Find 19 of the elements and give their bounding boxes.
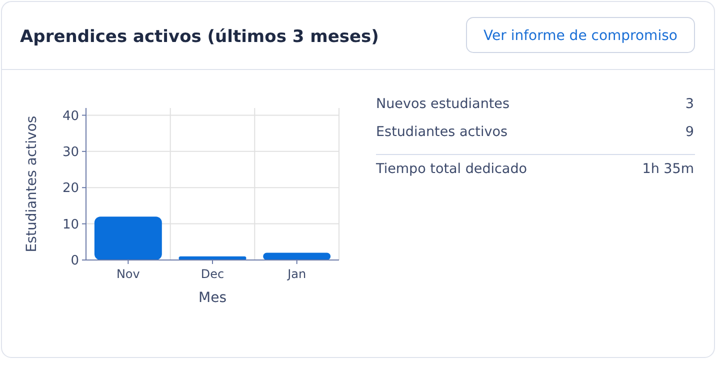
text: 3: [685, 96, 694, 112]
y-tick-label: 0: [70, 254, 79, 269]
y-tick-label: 40: [62, 108, 79, 124]
chart-title: Aprendices activos (últimos 3 meses): [20, 27, 379, 47]
y-tick-label: 10: [62, 217, 79, 232]
x-tick-label: Dec: [200, 267, 224, 281]
x-tick-label: Nov: [116, 267, 140, 281]
x-tick-label: Jan: [286, 267, 306, 281]
y-tick-label: 20: [62, 181, 79, 196]
bar: [94, 216, 162, 260]
text: Nuevos estudiantes: [376, 96, 510, 112]
text: 9: [685, 124, 694, 140]
y-axis-title: Estudiantes activos: [24, 116, 40, 252]
text: Ver informe de compromiso: [484, 28, 678, 44]
text: Estudiantes activos: [376, 124, 508, 140]
y-tick-label: 30: [62, 144, 79, 160]
text: 1h 35m: [642, 161, 694, 177]
text: Tiempo total dedicado: [375, 161, 528, 177]
x-axis-title: Mes: [198, 290, 226, 306]
